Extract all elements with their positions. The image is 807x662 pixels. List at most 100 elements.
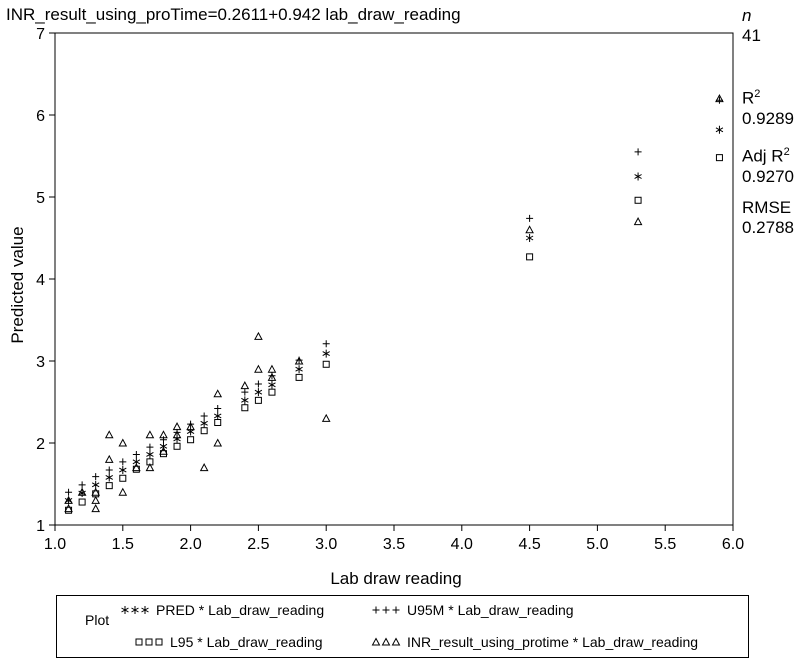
triangle-point xyxy=(159,430,168,439)
stat-r2: R2 0.9289 xyxy=(742,84,794,129)
legend-label-l95: L95 * Lab_draw_reading xyxy=(170,634,323,650)
triangle-point xyxy=(186,422,195,431)
triangle-point xyxy=(104,454,114,463)
triangle-point xyxy=(132,463,141,472)
star-point xyxy=(159,442,168,451)
triangle-point xyxy=(91,487,101,496)
data-points xyxy=(64,94,724,514)
x-tick-label: 3.0 xyxy=(315,536,337,553)
square-point xyxy=(526,253,534,261)
legend-title: Plot xyxy=(85,612,110,628)
square-point xyxy=(78,498,86,506)
stat-rmse-value: 0.2788 xyxy=(742,218,794,237)
plus-point xyxy=(159,436,167,444)
triangle-point xyxy=(172,430,182,439)
stat-adj-r2-sup: 2 xyxy=(783,146,790,158)
stat-r2-sup: 2 xyxy=(754,88,761,100)
stat-adj-r2: Adj R2 0.9270 xyxy=(742,142,794,187)
triangle-point xyxy=(240,381,250,390)
star-point xyxy=(200,419,208,428)
x-tick-label: 1.0 xyxy=(44,536,66,553)
square-point xyxy=(214,419,222,426)
x-tick-label: 6.0 xyxy=(722,536,744,553)
star-point xyxy=(525,234,534,242)
legend-item-l95: L95 * Lab_draw_reading xyxy=(134,634,323,650)
x-tick-label: 1.5 xyxy=(112,536,134,553)
plus-legend-marker xyxy=(382,606,390,614)
triangle-point xyxy=(213,389,223,398)
triangle-legend-marker xyxy=(371,637,381,646)
x-axis: 1.0 1.5 2.0 2.5 3.0 3.5 4.0 4.5 5.0 5.5 6.0 xyxy=(44,525,744,553)
triangle-point xyxy=(172,422,182,431)
chart-title: INR_result_using_proTime=0.2611+0.942 la… xyxy=(6,5,461,24)
triangle-point xyxy=(213,438,223,447)
x-tick-label: 4.5 xyxy=(518,536,540,553)
star-point xyxy=(105,473,113,482)
y-tick-label: 4 xyxy=(36,272,45,289)
y-tick-label: 5 xyxy=(36,190,45,207)
legend-swatch-square xyxy=(135,638,163,646)
triangle-point xyxy=(525,225,534,234)
triangle-point xyxy=(77,487,87,496)
triangle-point xyxy=(715,94,724,103)
legend-swatch-triangle xyxy=(371,637,401,646)
plus-point xyxy=(65,488,73,496)
star-legend-marker xyxy=(141,606,149,614)
star-point xyxy=(715,125,724,134)
triangle-point xyxy=(159,446,168,455)
triangle-point xyxy=(633,217,643,226)
star-point xyxy=(91,480,100,489)
y-axis-label: Predicted value xyxy=(8,226,27,343)
triangle-point xyxy=(118,438,128,447)
x-tick-label: 5.5 xyxy=(654,536,676,553)
x-tick-label: 3.5 xyxy=(383,536,405,553)
legend-swatch-star xyxy=(121,606,149,614)
star-point xyxy=(322,349,330,358)
star-point xyxy=(254,388,263,397)
triangle-point xyxy=(91,504,101,513)
square-point xyxy=(241,404,249,412)
stat-n-label: n xyxy=(742,6,752,25)
triangle-point xyxy=(254,364,263,373)
star-point xyxy=(186,427,195,436)
triangle-point xyxy=(267,372,277,381)
triangle-point xyxy=(254,331,263,340)
triangle-point xyxy=(104,430,114,439)
stat-adj-r2-value: 0.9270 xyxy=(742,166,794,186)
square-point xyxy=(322,360,330,368)
y-axis: 1 2 3 4 5 6 7 xyxy=(36,26,55,535)
y-tick-label: 7 xyxy=(36,26,45,43)
y-tick-label: 2 xyxy=(36,436,45,453)
legend-item-inr: INR_result_using_protime * Lab_draw_read… xyxy=(371,634,698,650)
plus-point xyxy=(322,340,330,348)
x-axis-label: Lab draw reading xyxy=(330,569,461,588)
triangle-point xyxy=(294,356,304,365)
plus-point xyxy=(526,214,534,222)
y-tick-label: 1 xyxy=(36,518,45,535)
triangle-point xyxy=(145,463,155,472)
star-point xyxy=(634,172,642,181)
plus-point xyxy=(132,450,140,458)
stat-r2-value: 0.9289 xyxy=(742,108,794,128)
star-point xyxy=(146,450,154,459)
square-point xyxy=(105,482,113,490)
square-legend-marker xyxy=(135,638,143,646)
plus-legend-marker xyxy=(372,606,380,614)
star-legend-marker xyxy=(121,606,129,614)
square-point xyxy=(254,396,262,404)
triangle-legend-marker xyxy=(391,637,401,646)
plus-point xyxy=(78,481,86,489)
x-tick-label: 5.0 xyxy=(586,536,608,553)
legend-item-pred: PRED * Lab_draw_reading xyxy=(120,602,324,618)
scatter-plot: 1.0 1.5 2.0 2.5 3.0 3.5 4.0 4.5 5.0 5.5 6.0 1 2 3 4 5 6… xyxy=(8,26,744,588)
plus-point xyxy=(214,405,222,413)
star-legend-marker xyxy=(131,606,139,614)
y-tick-label: 6 xyxy=(36,108,45,125)
square-point xyxy=(119,474,127,482)
square-point xyxy=(715,154,723,162)
square-point xyxy=(634,196,642,204)
square-legend-marker xyxy=(145,638,153,646)
legend-label-pred: PRED * Lab_draw_reading xyxy=(156,602,325,618)
legend-label-u95m: U95M * Lab_draw_reading xyxy=(407,602,574,618)
plus-point xyxy=(241,388,249,396)
